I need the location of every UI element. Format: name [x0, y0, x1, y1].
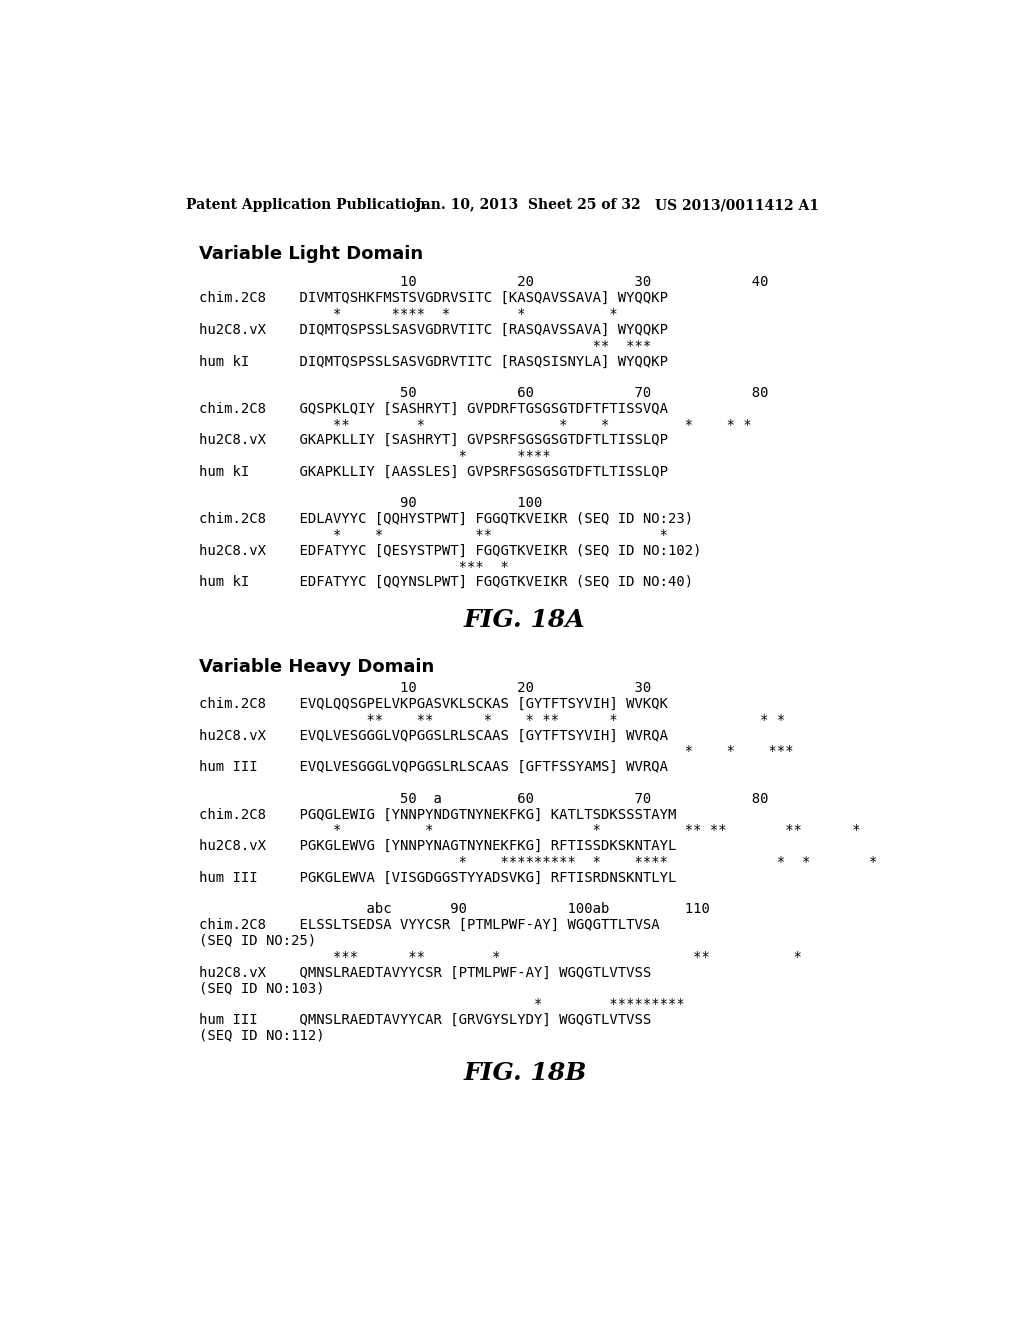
Text: chim.2C8    ELSSLTSEDSA VYYCSR [PTMLPWF-AY] WGQGTTLTVSA: chim.2C8 ELSSLTSEDSA VYYCSR [PTMLPWF-AY]… [200, 917, 659, 932]
Text: hum III     EVQLVESGGGLVQPGGSLRLSCAAS [GFTFSSYAMS] WVRQA: hum III EVQLVESGGGLVQPGGSLRLSCAAS [GFTFS… [200, 760, 669, 774]
Text: chim.2C8    PGQGLEWIG [YNNPYNDGTNYNEKFKG] KATLTSDKSSSTAYM: chim.2C8 PGQGLEWIG [YNNPYNDGTNYNEKFKG] K… [200, 808, 677, 821]
Text: hum kI      GKAPKLLIY [AASSLES] GVPSRFSGSGSGTDFTLTISSLQP: hum kI GKAPKLLIY [AASSLES] GVPSRFSGSGSGT… [200, 465, 669, 479]
Text: abc       90            100ab         110: abc 90 100ab 110 [200, 903, 711, 916]
Text: (SEQ ID NO:103): (SEQ ID NO:103) [200, 981, 325, 995]
Text: *        *********: * ********* [200, 997, 685, 1011]
Text: hu2C8.vX    QMNSLRAEDTAVYYCSR [PTMLPWF-AY] WGQGTLVTVSS: hu2C8.vX QMNSLRAEDTAVYYCSR [PTMLPWF-AY] … [200, 965, 651, 979]
Text: 10            20            30: 10 20 30 [200, 681, 651, 696]
Text: (SEQ ID NO:25): (SEQ ID NO:25) [200, 933, 316, 948]
Text: *    *    ***: * * *** [200, 744, 794, 759]
Text: 50            60            70            80: 50 60 70 80 [200, 385, 769, 400]
Text: 90            100: 90 100 [200, 496, 543, 511]
Text: hu2C8.vX    EVQLVESGGGLVQPGGSLRLSCAAS [GYTFTSYVIH] WVRQA: hu2C8.vX EVQLVESGGGLVQPGGSLRLSCAAS [GYTF… [200, 729, 669, 743]
Text: *          *                   *          ** **       **      *: * * * ** ** ** * [200, 824, 861, 837]
Text: *      ****  *        *          *: * **** * * * [200, 308, 618, 321]
Text: *    *           **                    *: * * ** * [200, 528, 669, 543]
Text: hu2C8.vX    EDFATYYC [QESYSTPWT] FGQGTKVEIKR (SEQ ID NO:102): hu2C8.vX EDFATYYC [QESYSTPWT] FGQGTKVEIK… [200, 544, 701, 558]
Text: *      ****: * **** [200, 449, 551, 463]
Text: Jan. 10, 2013  Sheet 25 of 32: Jan. 10, 2013 Sheet 25 of 32 [415, 198, 640, 213]
Text: hum kI      EDFATYYC [QQYNSLPWT] FGQGTKVEIKR (SEQ ID NO:40): hum kI EDFATYYC [QQYNSLPWT] FGQGTKVEIKR … [200, 576, 693, 589]
Text: chim.2C8    EDLAVYYC [QQHYSTPWT] FGGQTKVEIKR (SEQ ID NO:23): chim.2C8 EDLAVYYC [QQHYSTPWT] FGGQTKVEIK… [200, 512, 693, 527]
Text: hu2C8.vX    GKAPKLLIY [SASHRYT] GVPSRFSGSGSGTDFTLTISSLQP: hu2C8.vX GKAPKLLIY [SASHRYT] GVPSRFSGSGS… [200, 433, 669, 447]
Text: **    **      *    * **      *                 * *: ** ** * * ** * * * [200, 713, 785, 727]
Text: FIG. 18B: FIG. 18B [463, 1061, 587, 1085]
Text: **        *                *    *         *    * *: ** * * * * * * [200, 417, 752, 432]
Text: ***      **        *                       **          *: *** ** * ** * [200, 949, 802, 964]
Text: hu2C8.vX    PGKGLEWVG [YNNPYNAGTNYNEKFKG] RFTISSDKSKNTAYL: hu2C8.vX PGKGLEWVG [YNNPYNAGTNYNEKFKG] R… [200, 840, 677, 853]
Text: hum III     PGKGLEWVA [VISGDGGSTYYADSVKG] RFTISRDNSKNTLYL: hum III PGKGLEWVA [VISGDGGSTYYADSVKG] RF… [200, 871, 677, 884]
Text: Patent Application Publication: Patent Application Publication [186, 198, 426, 213]
Text: chim.2C8    GQSPKLQIY [SASHRYT] GVPDRFTGSGSGTDFTFTISSVQA: chim.2C8 GQSPKLQIY [SASHRYT] GVPDRFTGSGS… [200, 401, 669, 416]
Text: Variable Light Domain: Variable Light Domain [200, 246, 424, 264]
Text: 10            20            30            40: 10 20 30 40 [200, 276, 769, 289]
Text: (SEQ ID NO:112): (SEQ ID NO:112) [200, 1028, 325, 1043]
Text: *    *********  *    ****             *  *       *: * ********* * **** * * * [200, 855, 878, 869]
Text: hu2C8.vX    DIQMTQSPSSLSASVGDRVTITC [RASQAVSSAVA] WYQQKP: hu2C8.vX DIQMTQSPSSLSASVGDRVTITC [RASQAV… [200, 323, 669, 337]
Text: US 2013/0011412 A1: US 2013/0011412 A1 [655, 198, 819, 213]
Text: FIG. 18A: FIG. 18A [464, 609, 586, 632]
Text: hum III     QMNSLRAEDTAVYYCAR [GRVGYSLYDY] WGQGTLVTVSS: hum III QMNSLRAEDTAVYYCAR [GRVGYSLYDY] W… [200, 1012, 651, 1027]
Text: chim.2C8    EVQLQQSGPELVKPGASVKLSCKAS [GYTFTSYVIH] WVKQK: chim.2C8 EVQLQQSGPELVKPGASVKLSCKAS [GYTF… [200, 697, 669, 711]
Text: ***  *: *** * [200, 560, 509, 574]
Text: **  ***: ** *** [200, 339, 651, 352]
Text: 50  a         60            70            80: 50 a 60 70 80 [200, 792, 769, 805]
Text: Variable Heavy Domain: Variable Heavy Domain [200, 659, 434, 676]
Text: chim.2C8    DIVMTQSHKFMSTSVGDRVSITC [KASQAVSSAVA] WYQQKP: chim.2C8 DIVMTQSHKFMSTSVGDRVSITC [KASQAV… [200, 292, 669, 305]
Text: hum kI      DIQMTQSPSSLSASVGDRVTITC [RASQSISNYLA] WYQQKP: hum kI DIQMTQSPSSLSASVGDRVTITC [RASQSISN… [200, 354, 669, 368]
